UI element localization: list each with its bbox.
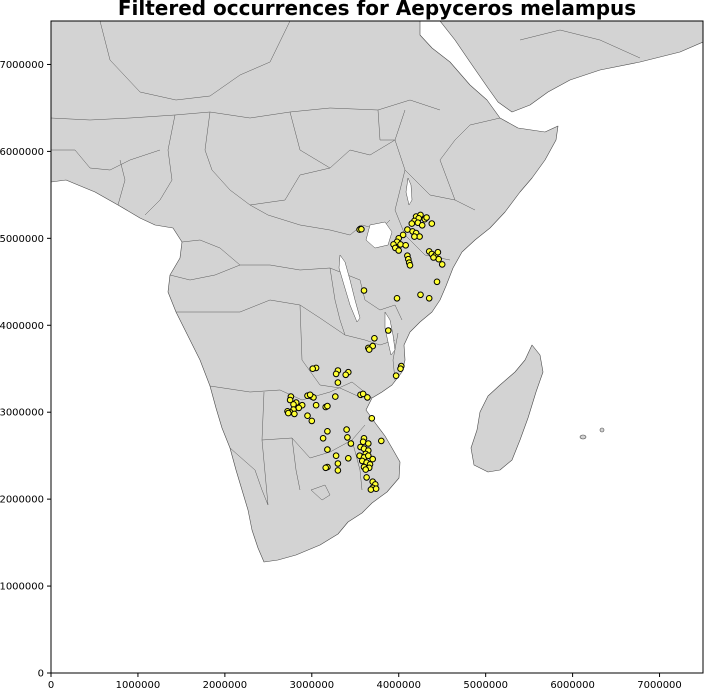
y-tick-label: 6000000 bbox=[0, 147, 44, 158]
x-axis: 0 1000000 2000000 3000000 4000000 5000000 6000… bbox=[48, 673, 682, 690]
occurrence-point bbox=[408, 220, 416, 227]
occurrence-point bbox=[406, 262, 414, 269]
occurrence-point bbox=[368, 415, 376, 422]
occurrence-point bbox=[417, 291, 424, 299]
occurrence-point bbox=[324, 402, 331, 410]
x-tick-label: 2000000 bbox=[203, 680, 248, 690]
occurrence-point bbox=[425, 295, 433, 302]
occurrence-point bbox=[367, 486, 375, 493]
arabian-peninsula bbox=[439, 21, 703, 113]
occurrence-point bbox=[322, 464, 330, 472]
y-tick-label: 4000000 bbox=[0, 321, 44, 332]
occurrence-point bbox=[395, 247, 403, 254]
occurrence-point bbox=[306, 391, 314, 399]
occurrence-point bbox=[324, 428, 331, 435]
occurrence-point bbox=[295, 404, 303, 412]
occurrence-point bbox=[364, 394, 371, 401]
map-plot-area bbox=[51, 21, 703, 673]
occurrence-point bbox=[399, 231, 407, 239]
basemap-land bbox=[51, 21, 703, 563]
comoros-islet bbox=[579, 434, 587, 440]
y-tick-label: 3000000 bbox=[0, 408, 44, 419]
occurrence-point bbox=[365, 452, 372, 460]
occurrence-point bbox=[334, 467, 342, 474]
occurrence-point bbox=[365, 346, 373, 353]
x-tick-label: 0 bbox=[48, 680, 54, 690]
occurrence-point bbox=[372, 485, 380, 493]
occurrence-point bbox=[378, 437, 385, 445]
chart-title: Filtered occurrences for Aepyceros melam… bbox=[118, 0, 636, 20]
lake-victoria bbox=[365, 221, 393, 249]
occurrence-point bbox=[411, 233, 418, 240]
occurrence-point bbox=[438, 261, 446, 268]
occurrence-point bbox=[304, 412, 311, 420]
occurrence-point bbox=[332, 393, 339, 400]
occurrence-point bbox=[369, 455, 377, 463]
occurrence-point bbox=[423, 214, 430, 221]
occurrence-point bbox=[433, 278, 441, 286]
x-tick-label: 6000000 bbox=[550, 680, 595, 690]
occurrence-point bbox=[371, 335, 378, 342]
occurrence-point bbox=[397, 365, 404, 373]
occurrence-point bbox=[319, 435, 327, 442]
occurrence-points bbox=[284, 211, 446, 493]
occurrence-point bbox=[347, 440, 355, 447]
madagascar bbox=[470, 344, 544, 473]
occurrence-point bbox=[343, 426, 350, 433]
y-tick-label: 7000000 bbox=[0, 60, 44, 71]
y-tick-label: 1000000 bbox=[0, 582, 44, 593]
occurrence-point bbox=[434, 248, 442, 256]
occurrence-point bbox=[402, 242, 410, 249]
lake-tanganyika bbox=[338, 254, 361, 323]
y-tick-label: 5000000 bbox=[0, 234, 44, 245]
occurrence-point bbox=[334, 460, 342, 467]
occurrence-point bbox=[345, 455, 352, 462]
mayotte-islet bbox=[599, 427, 605, 433]
occurrence-point bbox=[285, 409, 292, 417]
occurrence-point bbox=[332, 370, 340, 378]
occurrence-point bbox=[360, 287, 368, 294]
x-tick-label: 5000000 bbox=[463, 680, 508, 690]
occurrence-point bbox=[397, 241, 404, 248]
country-borders bbox=[51, 21, 641, 506]
occurrence-point bbox=[418, 222, 426, 229]
y-tick-label: 0 bbox=[38, 669, 44, 680]
occurrence-point bbox=[385, 327, 392, 334]
y-axis: 0 1000000 2000000 3000000 4000000 5000000 6000… bbox=[0, 60, 51, 680]
x-tick-label: 4000000 bbox=[376, 680, 421, 690]
occurrence-point bbox=[363, 474, 370, 481]
occurrence-point bbox=[393, 295, 401, 302]
occurrence-point bbox=[332, 452, 340, 460]
occurrence-point bbox=[430, 254, 437, 261]
x-tick-label: 3000000 bbox=[290, 680, 335, 690]
occurrence-point bbox=[308, 417, 316, 425]
occurrence-point bbox=[324, 446, 331, 453]
occurrence-point bbox=[358, 225, 365, 233]
occurrence-point bbox=[428, 220, 436, 227]
occurrence-point bbox=[359, 390, 367, 398]
occurrence-point bbox=[291, 410, 298, 418]
occurrence-point bbox=[286, 396, 294, 404]
y-tick-label: 2000000 bbox=[0, 495, 44, 506]
plot-frame bbox=[50, 20, 704, 674]
lake-turkana bbox=[405, 177, 413, 206]
occurrence-point bbox=[312, 401, 320, 409]
africa-mainland bbox=[51, 21, 559, 563]
occurrence-point bbox=[365, 440, 372, 447]
occurrence-point bbox=[362, 466, 370, 473]
occurrence-point bbox=[334, 379, 342, 386]
occurrence-point bbox=[392, 372, 400, 380]
lakes bbox=[338, 177, 413, 356]
occurrence-point bbox=[342, 371, 350, 379]
occurrence-point bbox=[309, 365, 317, 373]
x-tick-label: 7000000 bbox=[637, 680, 682, 690]
x-tick-label: 1000000 bbox=[116, 680, 161, 690]
occurrence-point bbox=[344, 434, 351, 441]
